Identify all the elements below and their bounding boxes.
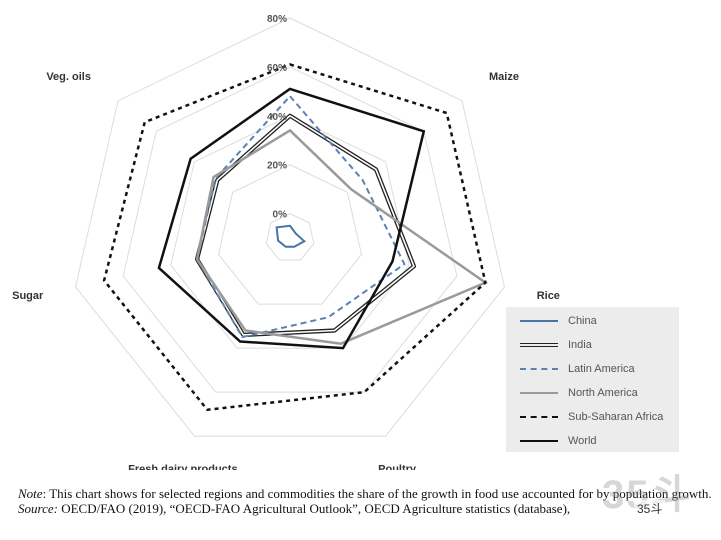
legend-item: Latin America — [520, 361, 635, 377]
note-label: Note — [18, 486, 43, 501]
radar-grid — [74, 17, 506, 437]
axis-label: Veg. oils — [46, 71, 91, 83]
note-paragraph: Note: This chart shows for selected regi… — [18, 486, 713, 501]
legend-item: World — [520, 433, 597, 449]
axis-label: Rice — [537, 290, 560, 302]
legend-swatch — [520, 440, 558, 442]
radar-labels-layer: 0%20%40%60%80%WheatMaizeRicePoultryFresh… — [12, 14, 560, 470]
chart-footnote: Note: This chart shows for selected regi… — [18, 486, 713, 516]
series-line — [195, 94, 406, 339]
legend-label: India — [568, 339, 592, 351]
legend-label: Latin America — [568, 363, 635, 375]
grid-ring — [265, 213, 315, 261]
axis-label: Poultry — [378, 463, 417, 470]
legend-label: North America — [568, 387, 638, 399]
axis-label: Maize — [489, 71, 519, 83]
grid-ring — [122, 66, 458, 393]
radar-series-layer — [102, 63, 488, 412]
legend-item: China — [520, 313, 597, 329]
axis-label: Sugar — [12, 290, 44, 302]
watermark-badge: 35斗 — [634, 500, 666, 517]
tick-label: 20% — [267, 161, 287, 172]
tick-label: 60% — [267, 63, 287, 74]
source-text: OECD/FAO (2019), “OECD-FAO Agricultural … — [57, 501, 571, 516]
grid-ring — [74, 17, 506, 437]
legend-swatch — [520, 416, 558, 418]
series-line-inner — [196, 114, 415, 336]
legend-swatch — [520, 368, 558, 370]
legend-label: World — [568, 435, 597, 447]
legend-swatch — [520, 320, 558, 322]
legend-swatch — [520, 343, 558, 347]
series-line — [194, 113, 417, 338]
tick-label: 0% — [273, 210, 288, 221]
legend-item: Sub-Saharan Africa — [520, 409, 663, 425]
chart-legend: China India Latin America North America Sub-… — [506, 307, 679, 452]
legend-item: North America — [520, 385, 638, 401]
series-line — [102, 63, 487, 412]
legend-swatch — [520, 392, 558, 394]
legend-label: Sub-Saharan Africa — [568, 411, 664, 423]
legend-item: India — [520, 337, 592, 353]
radar-chart: 0%20%40%60%80%WheatMaizeRicePoultryFresh… — [12, 14, 560, 470]
legend-label: China — [568, 315, 597, 327]
source-label: Source: — [18, 501, 58, 516]
source-paragraph: Source: OECD/FAO (2019), “OECD-FAO Agric… — [18, 501, 713, 516]
tick-label: 40% — [267, 112, 287, 123]
note-text: : This chart shows for selected regions … — [42, 486, 712, 501]
series-line — [157, 87, 426, 350]
axis-label: Fresh dairy products — [128, 463, 237, 470]
series-line — [195, 128, 488, 345]
series-line — [275, 224, 307, 248]
grid-ring — [170, 115, 410, 349]
tick-label: 80% — [267, 14, 287, 25]
grid-ring — [217, 164, 363, 305]
